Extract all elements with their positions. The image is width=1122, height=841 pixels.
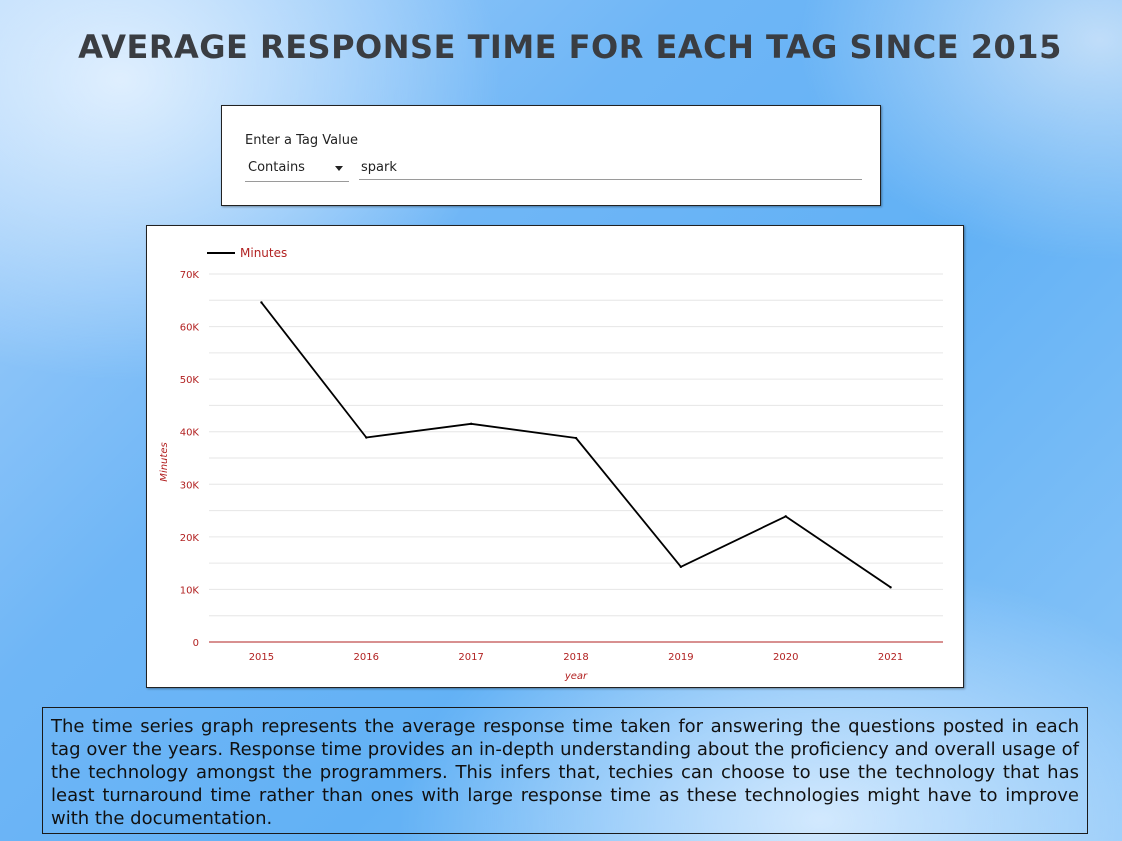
response-time-chart: 0 10K 20K 30K 40K 50K 60K 70K 2015 2016 2017 2018 20…: [146, 225, 964, 688]
x-tick-label: 2021: [878, 652, 903, 663]
tag-filter-panel: Enter a Tag Value Contains: [221, 105, 881, 206]
series-line-minutes: [260, 301, 892, 589]
tag-filter-label: Enter a Tag Value: [245, 133, 358, 148]
y-tick-label: 0: [193, 638, 199, 649]
x-tick-label: 2017: [458, 652, 483, 663]
data-point: [365, 436, 368, 439]
y-tick-label: 40K: [180, 428, 200, 439]
y-tick-label: 60K: [180, 323, 200, 334]
y-tick-label: 70K: [180, 270, 200, 281]
tag-value-input[interactable]: [359, 156, 862, 180]
x-tick-label: 2016: [354, 652, 379, 663]
caret-down-icon: [335, 166, 343, 171]
legend-label: Minutes: [240, 246, 287, 260]
x-tick-label: 2015: [249, 652, 274, 663]
match-mode-value: Contains: [248, 160, 305, 175]
y-tick-label: 30K: [180, 480, 200, 491]
data-point: [469, 422, 473, 426]
chart-svg: 0 10K 20K 30K 40K 50K 60K 70K 2015 2016 2017 2018 20…: [159, 246, 943, 682]
data-point: [574, 436, 578, 440]
x-tick-label: 2020: [773, 652, 798, 663]
data-point: [889, 586, 892, 589]
x-axis-title: year: [564, 671, 588, 682]
data-point: [784, 515, 787, 518]
x-tick-label: 2018: [563, 652, 588, 663]
page-title: AVERAGE RESPONSE TIME FOR EACH TAG SINCE…: [78, 28, 1062, 66]
data-point: [260, 301, 263, 304]
chart-description: The time series graph represents the ave…: [42, 707, 1088, 834]
data-point: [679, 565, 683, 569]
y-axis-title: Minutes: [159, 442, 170, 481]
match-mode-select[interactable]: Contains: [245, 158, 349, 182]
y-tick-label: 20K: [180, 533, 200, 544]
y-tick-label: 50K: [180, 375, 200, 386]
y-tick-label: 10K: [180, 585, 200, 596]
x-tick-label: 2019: [668, 652, 693, 663]
